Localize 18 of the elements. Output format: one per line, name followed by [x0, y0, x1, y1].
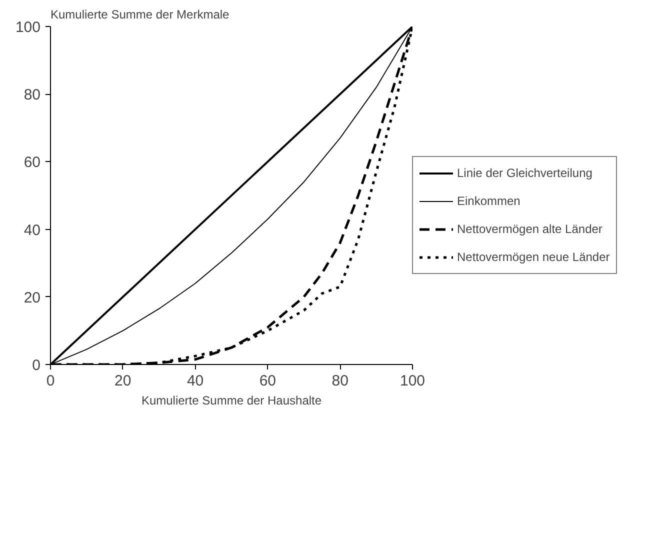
x-tick-label: 80	[332, 372, 348, 390]
y-tick-label: 80	[24, 86, 41, 104]
y-tick-label: 100	[15, 19, 41, 36]
legend-label: Nettovermögen alte Länder	[457, 222, 602, 236]
x-tick-label: 0	[46, 372, 55, 390]
y-tick-label: 20	[24, 289, 41, 306]
y-tick-label: 40	[24, 222, 41, 239]
x-tick-label: 60	[259, 372, 276, 390]
x-tick-label: 100	[400, 372, 426, 390]
legend-label: Einkommen	[457, 194, 520, 208]
y-axis-title: Kumulierte Summe der Merkmale	[50, 8, 230, 22]
y-tick-label: 0	[32, 357, 40, 374]
x-tick-label: 40	[186, 372, 204, 390]
legend-label: Linie der Gleichverteilung	[457, 166, 592, 180]
x-axis-title: Kumulierte Summe der Haushalte	[141, 394, 322, 408]
y-tick-label: 60	[24, 154, 41, 172]
x-tick-label: 20	[114, 372, 132, 390]
legend-label: Nettovermögen neue Länder	[457, 250, 610, 264]
